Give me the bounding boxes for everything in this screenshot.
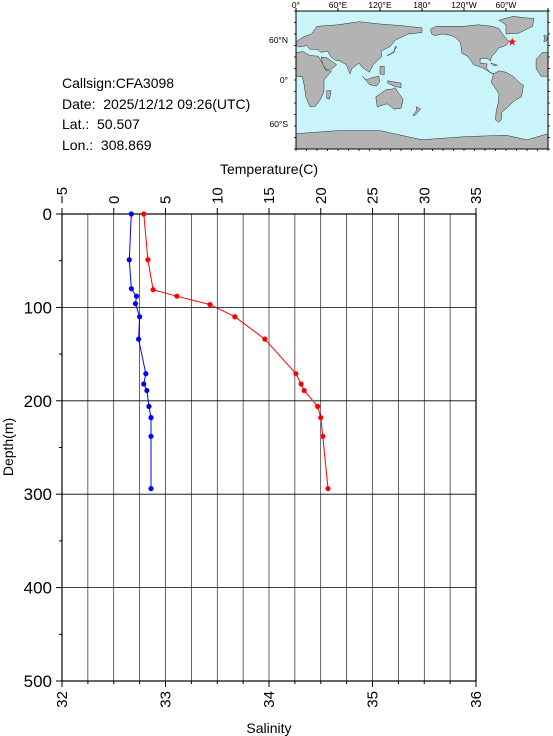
- temperature-point: [232, 314, 238, 320]
- top-tick-label: 30: [416, 187, 433, 204]
- bottom-tick-label: 32: [54, 691, 71, 708]
- salinity-point: [133, 293, 140, 299]
- station-marker-icon: ★: [507, 36, 517, 48]
- salinity-point: [132, 301, 139, 307]
- chart-ticks: [56, 208, 477, 687]
- temperature-point: [145, 257, 151, 263]
- map-left-label: 60°N: [269, 35, 288, 45]
- salinity-point: [144, 387, 150, 394]
- temperature-point: [301, 387, 307, 394]
- y-tick-label: 200: [24, 392, 52, 411]
- map-landmass: [375, 87, 404, 110]
- chart-grid: [61, 214, 477, 681]
- top-tick-label: 10: [209, 187, 226, 204]
- map-top-label: 0°: [292, 0, 300, 10]
- salinity-point: [135, 336, 142, 342]
- map-landmass: [490, 62, 498, 66]
- plot-frame: [61, 213, 477, 682]
- map-landmass: [386, 46, 398, 56]
- temperature-point: [262, 336, 268, 342]
- temperature-point: [141, 211, 147, 217]
- map-top-label: 60°W: [496, 0, 517, 10]
- date-text: Date: 2025/12/12 09:26(UTC): [62, 95, 251, 112]
- map-left-label: 0°: [280, 75, 288, 85]
- world-map: 0° 60°E 120°E 180° 120°W 60°W 60°N 0° 60…: [269, 0, 550, 151]
- map-landmass: [379, 65, 385, 75]
- temperature-point: [318, 415, 324, 421]
- map-top-labels: 0° 60°E 120°E 180° 120°W 60°W: [292, 0, 517, 10]
- bottom-tick-label: 33: [158, 691, 175, 708]
- salinity-point: [146, 403, 152, 410]
- bottom-tick-label: 34: [261, 691, 278, 708]
- map-land: [295, 16, 549, 150]
- longitude-text: Lon.: 308.869: [62, 136, 152, 153]
- latitude-text: Lat.: 50.507: [62, 116, 140, 132]
- bottom-tick-label: 35: [365, 691, 382, 708]
- temperature-point: [150, 287, 156, 293]
- top-axis-label: Temperature(C): [220, 161, 318, 177]
- salinity-point: [143, 371, 149, 377]
- salinity-point: [128, 286, 134, 292]
- map-left-label: 60°S: [269, 119, 288, 129]
- temperature-point: [207, 301, 213, 308]
- map-landmass: [543, 35, 548, 42]
- top-tick-label: 35: [468, 187, 485, 204]
- salinity-point: [148, 415, 154, 421]
- salinity-point: [128, 211, 134, 217]
- temperature-point: [325, 485, 331, 492]
- temperature-point: [293, 371, 299, 377]
- map-ticks: [294, 8, 550, 151]
- bottom-axis-label: Salinity: [246, 720, 291, 736]
- map-top-label: 180°: [413, 0, 431, 10]
- map-landmass: [412, 106, 421, 116]
- series-layer: [126, 211, 331, 492]
- y-axis-label: Depth(m): [0, 418, 16, 476]
- top-tick-label: 5: [158, 196, 175, 204]
- y-tick-label: 300: [24, 485, 52, 504]
- top-tick-label: −5: [54, 187, 71, 204]
- top-tick-label: 20: [313, 187, 330, 204]
- temperature-point: [298, 381, 304, 387]
- salinity-point: [148, 485, 154, 492]
- map-landmass: [430, 24, 510, 75]
- y-tick-label: 0: [43, 205, 52, 224]
- map-landmass: [326, 90, 332, 100]
- map-top-label: 120°W: [451, 0, 477, 10]
- salinity-point: [141, 381, 147, 387]
- map-landmass: [491, 70, 524, 123]
- map-landmass: [295, 51, 333, 108]
- top-tick-label: 25: [365, 187, 382, 204]
- top-tick-label: 15: [261, 187, 278, 204]
- map-landmass: [362, 75, 381, 87]
- salinity-point: [137, 314, 143, 320]
- top-tick-label: 0: [106, 196, 123, 204]
- temperature-point: [174, 293, 180, 299]
- temperature-line: [143, 213, 329, 489]
- map-landmass: [498, 16, 535, 35]
- station-info: Callsign:CFA3098 Date: 2025/12/12 09:26(…: [62, 73, 250, 155]
- temperature-point: [320, 433, 326, 439]
- temperature-point: [315, 403, 321, 410]
- map-top-label: 120°E: [368, 0, 392, 10]
- y-tick-label: 400: [24, 579, 52, 598]
- map-top-label: 60°E: [329, 0, 348, 10]
- salinity-point: [126, 257, 132, 263]
- bottom-tick-label: 36: [468, 691, 485, 708]
- map-landmass: [387, 80, 402, 88]
- map-left-labels: 60°N 0° 60°S: [269, 35, 288, 129]
- map-landmass: [295, 21, 423, 75]
- y-tick-label: 500: [24, 672, 52, 691]
- y-tick-label: 100: [24, 298, 52, 317]
- callsign-text: Callsign:CFA3098: [62, 75, 175, 91]
- salinity-point: [148, 433, 154, 439]
